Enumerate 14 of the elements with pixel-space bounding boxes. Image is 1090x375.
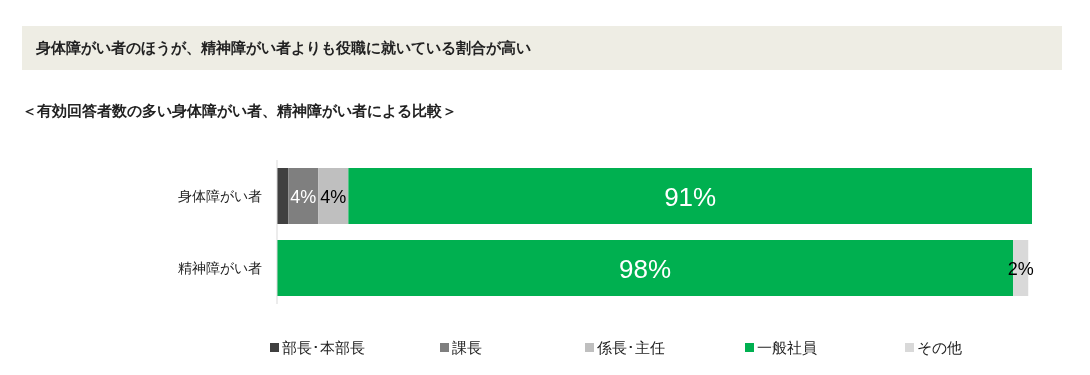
data-label: 98% <box>619 254 672 284</box>
legend-label: 一般社員 <box>757 339 817 356</box>
legend-label: 係長･主任 <box>596 339 665 356</box>
data-label: 91% <box>664 182 717 212</box>
bar <box>348 168 1032 224</box>
legend-label: 課長 <box>452 339 482 356</box>
data-label: 4% <box>320 187 347 207</box>
legend-label: その他 <box>917 339 962 356</box>
data-label: 4% <box>290 187 317 207</box>
chart-title: 身体障がい者のほうが、精神障がい者よりも役職に就いている割合が高い <box>35 39 531 57</box>
chart-subtitle: ＜有効回答者数の多い身体障がい者、精神障がい者による比較＞ <box>22 102 457 119</box>
legend-label: 部長･本部長 <box>282 339 365 356</box>
y-tick-label: 身体障がい者 <box>178 188 262 204</box>
y-tick-label: 精神障がい者 <box>178 260 262 276</box>
